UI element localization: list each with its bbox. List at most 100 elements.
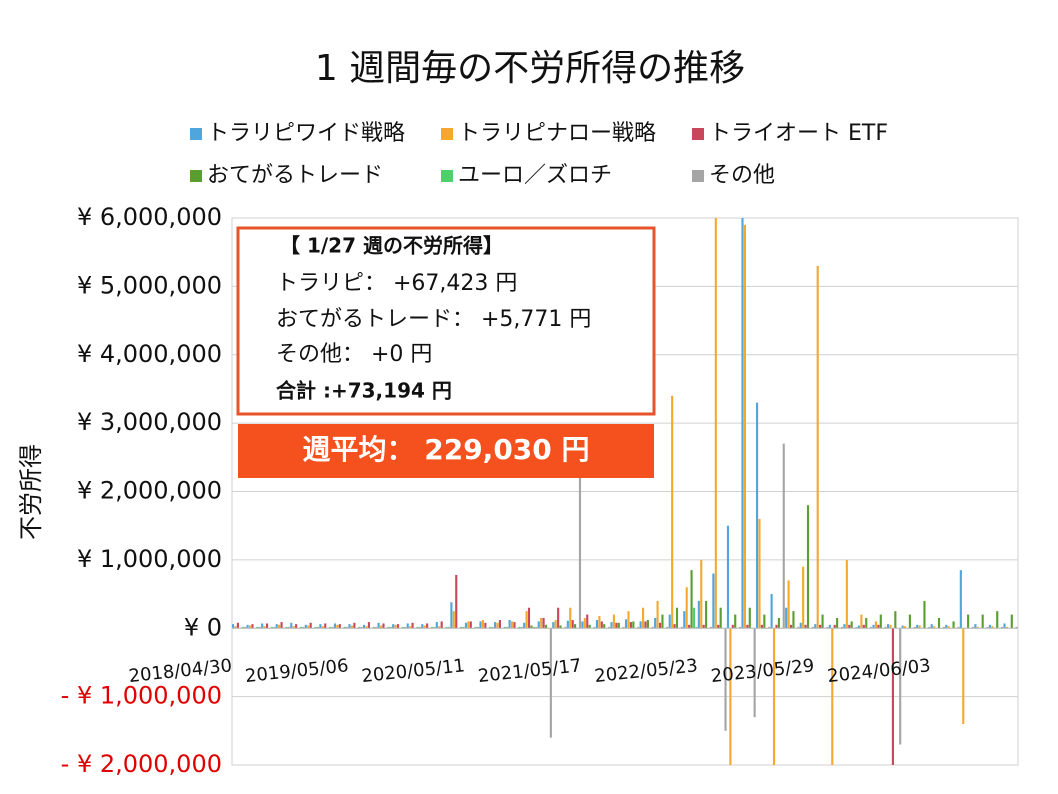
average-text: 週平均： 229,030 円 [302, 433, 589, 466]
legend-label: その他 [709, 163, 775, 188]
bar [717, 624, 720, 629]
bar [775, 624, 778, 629]
bar [874, 621, 877, 629]
bar [353, 622, 356, 629]
y-tick-label: ¥ 0 [184, 613, 222, 641]
y-tick-label: - ¥ 1,000,000 [61, 682, 222, 710]
bar [520, 626, 523, 629]
annotation-line: その他： +0 円 [276, 342, 432, 367]
bar [559, 625, 562, 629]
bar [804, 624, 807, 629]
bar [489, 626, 492, 629]
bar [768, 626, 771, 629]
bar [290, 622, 293, 629]
bar [891, 628, 894, 765]
bar [549, 628, 552, 738]
bar [690, 570, 693, 629]
bar [302, 626, 305, 629]
bar [299, 626, 303, 629]
bar [513, 622, 516, 629]
bar [343, 626, 346, 629]
bar [739, 626, 742, 629]
y-axis-title: 不労所得 [17, 444, 45, 540]
bar [363, 624, 366, 629]
bar [976, 626, 979, 629]
bar [933, 626, 936, 629]
bar [350, 625, 353, 629]
bar [518, 626, 521, 629]
x-tick-label: 2021/05/17 [477, 655, 582, 687]
bar [360, 626, 363, 629]
bar [578, 477, 582, 629]
bar [496, 622, 499, 629]
bar [639, 621, 642, 629]
bar [872, 624, 875, 629]
bar [336, 624, 339, 629]
bar [270, 626, 273, 629]
bar [593, 626, 596, 629]
bar [916, 624, 919, 629]
legend-swatch [441, 170, 453, 182]
bar [307, 625, 310, 629]
bar [656, 600, 659, 629]
bar [760, 624, 763, 629]
bar [574, 624, 577, 629]
annotation-line: 【 1/27 週の不労所得】 [280, 234, 503, 258]
bar [799, 622, 802, 629]
bar [236, 622, 239, 629]
y-tick-label: ¥ 3,000,000 [77, 408, 222, 436]
bar [952, 621, 955, 629]
bar [612, 614, 615, 629]
bar [833, 624, 836, 629]
bar [396, 624, 400, 629]
bar [498, 620, 501, 629]
bar [770, 594, 773, 629]
bar [469, 621, 472, 629]
bar [1003, 623, 1006, 629]
bar [309, 622, 312, 629]
bar [494, 622, 497, 629]
legend-label: トライオート ETF [709, 121, 888, 146]
bar [802, 566, 805, 629]
bar [695, 626, 698, 629]
bar [600, 621, 603, 629]
bar [375, 626, 378, 629]
bar [879, 614, 882, 629]
bar [445, 626, 448, 629]
bar [241, 626, 244, 629]
y-tick-label: ¥ 6,000,000 [77, 203, 222, 231]
bar [625, 619, 628, 629]
bar [557, 607, 560, 629]
bar [411, 622, 414, 629]
bar [532, 626, 535, 629]
bar [785, 607, 788, 629]
legend-swatch [692, 128, 704, 140]
bar [957, 626, 960, 629]
bar [404, 626, 407, 629]
bar [671, 395, 674, 629]
bar [316, 626, 320, 629]
bar [843, 624, 846, 629]
bar [564, 626, 567, 629]
bar [542, 617, 545, 629]
bar [789, 624, 793, 629]
bar [668, 614, 671, 629]
bar [903, 626, 907, 629]
bar [379, 625, 383, 629]
y-tick-label: - ¥ 2,000,000 [61, 750, 222, 778]
bar [700, 559, 703, 629]
bar [661, 614, 664, 629]
bar [438, 626, 441, 629]
legend-swatch [190, 128, 202, 140]
bar [588, 624, 591, 629]
bar [627, 611, 630, 629]
bar [603, 624, 606, 629]
bar [819, 624, 822, 629]
bar [986, 626, 989, 629]
bar [566, 620, 569, 629]
bar [464, 622, 468, 629]
bar [552, 622, 555, 629]
bar [462, 626, 465, 629]
bar [430, 626, 434, 629]
